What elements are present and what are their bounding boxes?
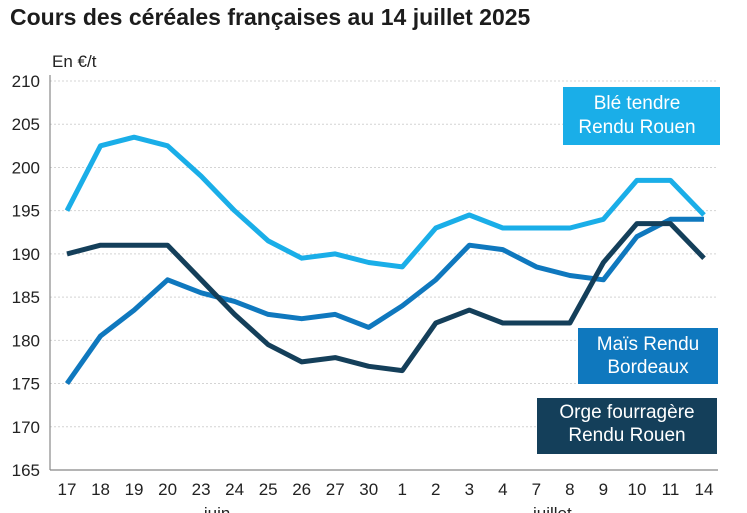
x-tick-label: 18	[91, 480, 110, 499]
legend-label: Blé tendre	[594, 93, 681, 114]
y-axis-label: En €/t	[52, 52, 97, 71]
y-tick-label: 185	[12, 288, 40, 307]
series-line	[64, 216, 704, 386]
x-tick-label: 4	[498, 480, 507, 499]
x-tick-label: 3	[465, 480, 474, 499]
legend-label: Rendu Rouen	[578, 117, 695, 138]
x-tick-label: 23	[192, 480, 211, 499]
legend-box	[563, 87, 720, 145]
x-tick-label: 7	[532, 480, 541, 499]
y-tick-label: 205	[12, 115, 40, 134]
legend-box	[578, 328, 718, 384]
y-tick-label: 170	[12, 418, 40, 437]
y-tick-label: 200	[12, 158, 40, 177]
x-tick-label: 2	[431, 480, 440, 499]
x-tick-label: 8	[565, 480, 574, 499]
x-tick-label: 26	[292, 480, 311, 499]
y-tick-label: 210	[12, 72, 40, 91]
legend-label: Orge fourragère	[559, 402, 694, 423]
x-tick-label: 20	[158, 480, 177, 499]
x-tick-label: 10	[627, 480, 646, 499]
x-tick-label: 9	[599, 480, 608, 499]
x-axis-ticks: 17 18 19 20 23 24 25 26 27 30 1 2 3 4 7 8 9 10 11 14	[58, 480, 714, 499]
chart-title: Cours des céréales françaises au 14 juil…	[10, 4, 531, 30]
legend-label: Bordeaux	[607, 357, 689, 378]
y-axis-ticks: 210 205 200 195 190 185 180 175 170 165	[12, 72, 40, 480]
series-lines	[64, 134, 706, 386]
series-line	[64, 134, 706, 270]
x-tick-label: 25	[259, 480, 278, 499]
y-tick-label: 195	[12, 202, 40, 221]
x-tick-label: 19	[125, 480, 144, 499]
x-tick-label: 24	[225, 480, 244, 499]
y-tick-label: 180	[12, 331, 40, 350]
y-tick-label: 175	[12, 375, 40, 394]
month-label: juin	[203, 504, 230, 513]
legend-box	[537, 398, 717, 454]
legend-label: Rendu Rouen	[568, 425, 685, 446]
legend-item: Blé tendre Rendu Rouen	[563, 87, 720, 145]
x-tick-label: 27	[326, 480, 345, 499]
x-tick-label: 17	[58, 480, 77, 499]
x-tick-label: 11	[662, 480, 680, 499]
y-tick-label: 165	[12, 461, 40, 480]
legend-label: Maïs Rendu	[597, 334, 699, 355]
x-tick-label: 1	[398, 480, 407, 499]
month-label: juillet	[532, 504, 572, 513]
x-tick-label: 14	[695, 480, 714, 499]
y-tick-label: 190	[12, 245, 40, 264]
month-labels: juin juillet	[203, 504, 572, 513]
series-line	[66, 221, 706, 374]
x-tick-label: 30	[359, 480, 378, 499]
